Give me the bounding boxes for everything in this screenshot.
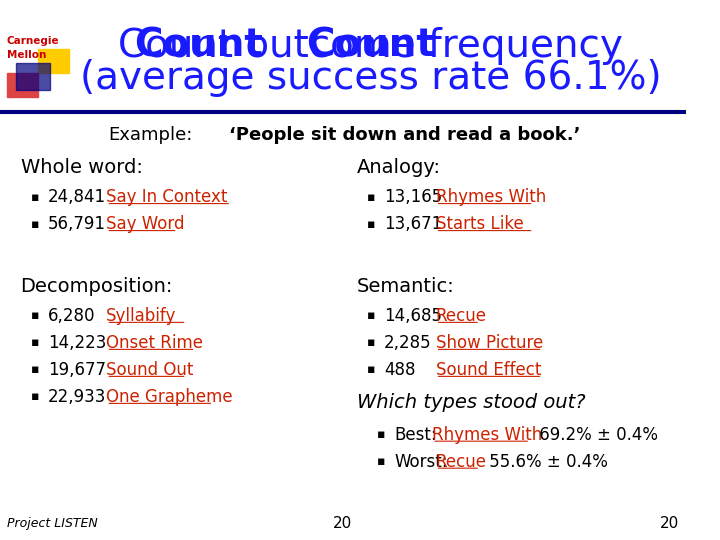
Text: (average success rate 66.1%): (average success rate 66.1%) (79, 59, 661, 97)
Text: Count outcome frequency: Count outcome frequency (118, 27, 623, 65)
Text: One Grapheme: One Grapheme (107, 388, 233, 406)
Text: Sound Effect: Sound Effect (436, 361, 541, 379)
Text: ▪: ▪ (31, 336, 40, 349)
Text: Whole word:: Whole word: (21, 158, 143, 177)
Text: ▪: ▪ (377, 428, 386, 441)
Text: Show Picture: Show Picture (436, 334, 543, 352)
Text: Analogy:: Analogy: (356, 158, 441, 177)
Text: 24,841: 24,841 (48, 188, 106, 206)
Text: 488: 488 (384, 361, 415, 379)
Text: Rhymes With: Rhymes With (436, 188, 546, 206)
Text: ▪: ▪ (367, 309, 375, 322)
Text: ▪: ▪ (31, 218, 40, 231)
Text: Starts Like: Starts Like (436, 215, 523, 233)
Bar (16, 63, 50, 90)
Text: ▪: ▪ (367, 218, 375, 231)
Text: Which types stood out?: Which types stood out? (356, 393, 585, 412)
Text: 22,933: 22,933 (48, 388, 107, 406)
Bar (7, 73, 37, 97)
Text: Recue: Recue (436, 307, 487, 325)
Text: Carnegie: Carnegie (7, 36, 60, 46)
Text: 20: 20 (660, 516, 679, 531)
Text: 19,677: 19,677 (48, 361, 106, 379)
Text: 20: 20 (333, 516, 353, 531)
Text: ▪: ▪ (377, 455, 386, 468)
Text: Recue: Recue (436, 453, 487, 471)
Text: Syllabify: Syllabify (107, 307, 176, 325)
Bar (37, 49, 68, 73)
Text: Rhymes With: Rhymes With (432, 426, 542, 444)
Text: ▪: ▪ (31, 363, 40, 376)
Text: Onset Rime: Onset Rime (107, 334, 203, 352)
Text: ▪: ▪ (31, 191, 40, 204)
Text: Sound Out: Sound Out (107, 361, 194, 379)
Text: Best:: Best: (395, 426, 437, 444)
Text: Project LISTEN: Project LISTEN (7, 517, 98, 530)
Text: 13,671: 13,671 (384, 215, 442, 233)
Text: ▪: ▪ (367, 336, 375, 349)
Text: Mellon: Mellon (7, 50, 46, 60)
Text: Say Word: Say Word (107, 215, 185, 233)
Text: ‘People sit down and read a book.’: ‘People sit down and read a book.’ (229, 126, 580, 144)
Text: 13,165: 13,165 (384, 188, 442, 206)
Text: 55.6% ± 0.4%: 55.6% ± 0.4% (484, 453, 608, 471)
Text: ▪: ▪ (367, 363, 375, 376)
Text: Worst:: Worst: (395, 453, 448, 471)
Text: Say In Context: Say In Context (107, 188, 228, 206)
Text: 2,285: 2,285 (384, 334, 432, 352)
Text: 14,223: 14,223 (48, 334, 107, 352)
Text: ▪: ▪ (367, 191, 375, 204)
Text: Count outcome frequency: Count outcome frequency (118, 27, 623, 65)
Text: ▪: ▪ (31, 309, 40, 322)
Text: 6,280: 6,280 (48, 307, 96, 325)
Text: ▪: ▪ (31, 390, 40, 403)
Text: 56,791: 56,791 (48, 215, 106, 233)
Text: 14,685: 14,685 (384, 307, 442, 325)
Text: 69.2% ± 0.4%: 69.2% ± 0.4% (534, 426, 657, 444)
Text: Decomposition:: Decomposition: (21, 276, 173, 296)
Text: Example:: Example: (109, 126, 193, 144)
Text: Count: Count (134, 27, 263, 65)
Text: Semantic:: Semantic: (356, 276, 454, 296)
Text: Count: Count (306, 27, 435, 65)
